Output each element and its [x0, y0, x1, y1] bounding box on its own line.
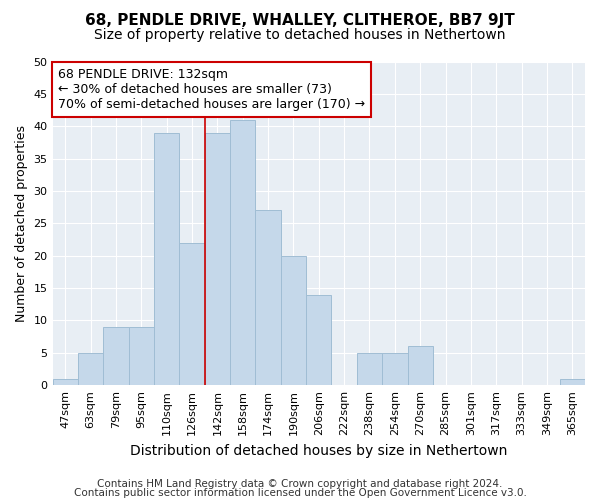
Bar — [53, 378, 78, 385]
Bar — [382, 353, 407, 385]
Bar — [256, 210, 281, 385]
Bar — [128, 327, 154, 385]
Bar — [179, 243, 205, 385]
Text: Contains HM Land Registry data © Crown copyright and database right 2024.: Contains HM Land Registry data © Crown c… — [97, 479, 503, 489]
Bar — [154, 132, 179, 385]
Text: Size of property relative to detached houses in Nethertown: Size of property relative to detached ho… — [94, 28, 506, 42]
Text: 68, PENDLE DRIVE, WHALLEY, CLITHEROE, BB7 9JT: 68, PENDLE DRIVE, WHALLEY, CLITHEROE, BB… — [85, 12, 515, 28]
Bar — [78, 353, 103, 385]
Bar — [560, 378, 585, 385]
Text: Contains public sector information licensed under the Open Government Licence v3: Contains public sector information licen… — [74, 488, 526, 498]
Y-axis label: Number of detached properties: Number of detached properties — [15, 125, 28, 322]
Bar — [306, 294, 331, 385]
Bar — [205, 132, 230, 385]
Bar — [281, 256, 306, 385]
Bar — [357, 353, 382, 385]
Bar — [407, 346, 433, 385]
Bar — [103, 327, 128, 385]
Text: 68 PENDLE DRIVE: 132sqm
← 30% of detached houses are smaller (73)
70% of semi-de: 68 PENDLE DRIVE: 132sqm ← 30% of detache… — [58, 68, 365, 111]
X-axis label: Distribution of detached houses by size in Nethertown: Distribution of detached houses by size … — [130, 444, 508, 458]
Bar — [230, 120, 256, 385]
